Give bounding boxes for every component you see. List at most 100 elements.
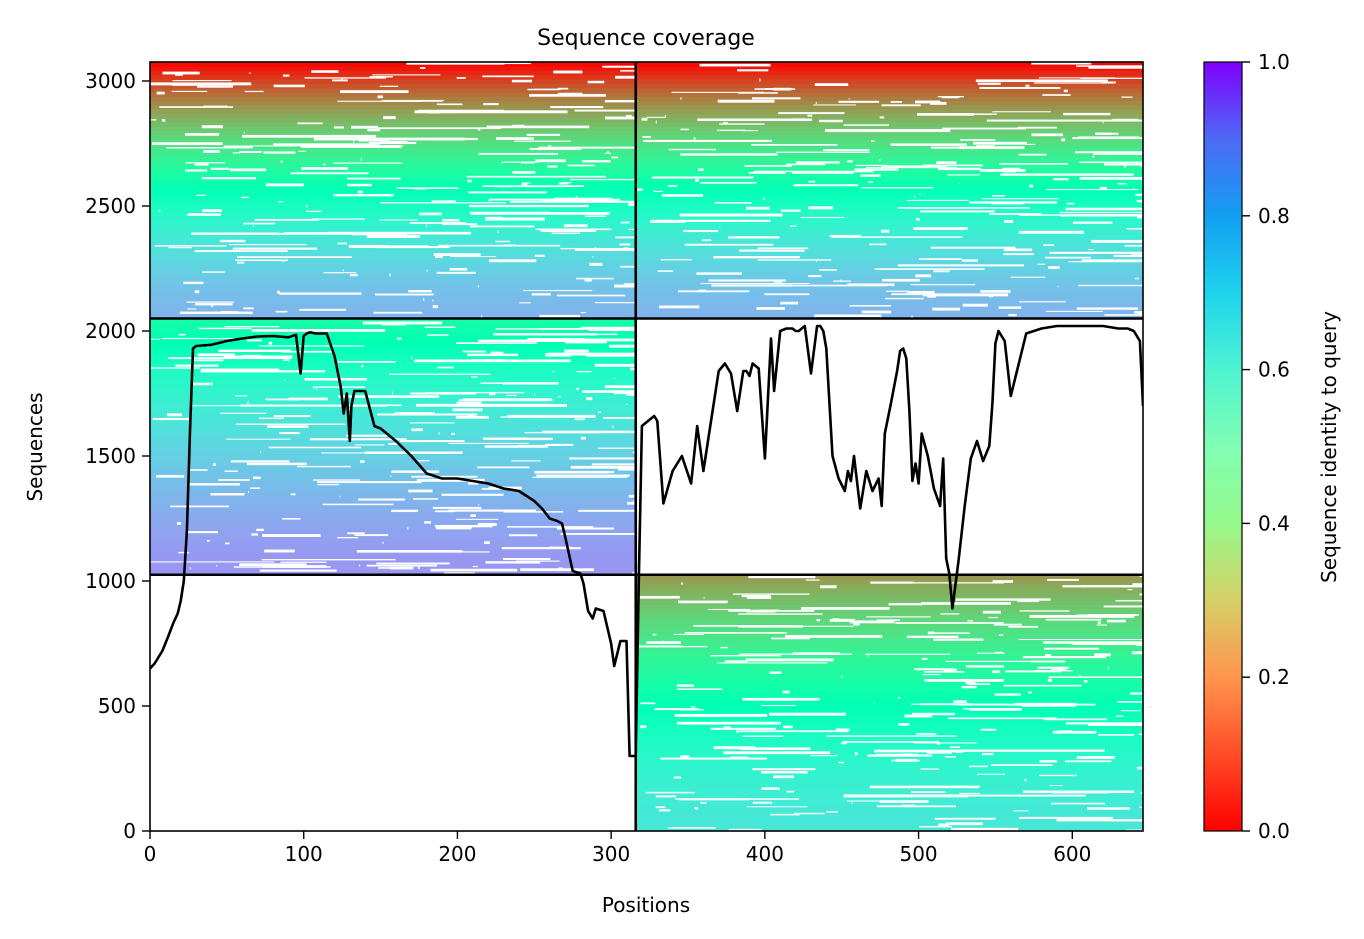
gap-streak [236, 423, 346, 425]
gap-streak [469, 204, 589, 208]
gap-streak [667, 826, 716, 829]
gap-streak [869, 243, 887, 246]
gap-streak [628, 494, 636, 498]
gap-streak [1093, 153, 1143, 155]
gap-streak [918, 258, 962, 260]
gap-streak [949, 746, 960, 749]
heatmap-band [150, 318, 636, 324]
gap-streak [534, 470, 609, 474]
gap-streak [480, 382, 508, 385]
gap-streak [597, 411, 602, 413]
heatmap-band [150, 62, 636, 67]
gap-streak [744, 165, 792, 167]
colorbar-tick-label: 0.2 [1258, 665, 1290, 689]
gap-streak [785, 634, 883, 638]
gap-streak [673, 776, 682, 779]
gap-streak [792, 637, 795, 639]
gap-streak [786, 790, 795, 793]
gap-streak [815, 101, 817, 104]
gap-streak [175, 364, 219, 367]
gap-streak [861, 310, 892, 314]
gap-streak [975, 79, 1108, 83]
gap-streak [700, 801, 707, 804]
gap-streak [408, 290, 432, 293]
heatmap-band [150, 198, 636, 204]
gap-streak [923, 164, 983, 167]
gap-streak [189, 405, 279, 407]
gap-streak [645, 791, 695, 794]
gap-streak [1045, 618, 1102, 621]
heatmap-band [635, 284, 1143, 290]
gap-streak [407, 527, 409, 530]
gap-streak [337, 100, 443, 102]
gap-streak [176, 522, 182, 525]
colorbar [1203, 61, 1243, 832]
gap-streak [924, 671, 965, 673]
gap-streak [503, 382, 559, 385]
gap-streak [456, 77, 466, 79]
gap-streak [874, 749, 966, 753]
heatmap-band [635, 117, 1143, 123]
gap-streak [323, 163, 326, 166]
gap-streak [216, 565, 218, 567]
gap-streak [874, 268, 985, 270]
heatmap-band [635, 608, 1143, 614]
gap-streak [881, 165, 947, 167]
gap-streak [426, 269, 428, 272]
gap-streak [247, 401, 249, 404]
heatmap-band [150, 421, 636, 426]
gap-streak [1121, 96, 1133, 98]
gap-streak [507, 404, 565, 407]
heatmap-band [635, 732, 1143, 738]
gap-streak [737, 92, 778, 94]
gap-streak [478, 152, 558, 155]
heatmap-band [635, 805, 1143, 811]
heatmap-band [150, 241, 636, 247]
gap-streak [886, 290, 909, 292]
gap-streak [960, 139, 996, 141]
heatmap-band [635, 220, 1143, 226]
gap-streak [1138, 806, 1143, 808]
gap-streak [773, 775, 795, 779]
heatmap-band [150, 327, 636, 332]
gap-streak [451, 111, 458, 113]
heatmap-band [150, 284, 636, 290]
heatmap-band [150, 438, 636, 443]
gap-streak [438, 244, 561, 247]
gap-streak [483, 103, 499, 106]
gap-streak [251, 533, 259, 536]
gap-streak [210, 492, 245, 496]
gap-streak [882, 278, 920, 282]
gap-streak [752, 768, 816, 771]
gap-streak [871, 140, 875, 142]
gap-streak [993, 623, 1022, 626]
gap-streak [223, 355, 293, 358]
gap-streak [626, 114, 632, 118]
gap-streak [410, 482, 413, 484]
gap-streak [642, 136, 652, 138]
heatmap-band [150, 66, 636, 72]
gap-streak [679, 709, 705, 711]
gap-streak [162, 71, 200, 75]
gap-streak [651, 176, 754, 179]
gap-streak [823, 149, 870, 152]
gap-streak [200, 368, 280, 372]
heatmap-band [635, 301, 1143, 307]
heatmap-band [150, 532, 636, 537]
heatmap-band [635, 626, 1143, 631]
gap-streak [961, 686, 977, 689]
heatmap-band [635, 660, 1143, 666]
y-tick-label: 1000 [85, 569, 136, 593]
gap-streak [589, 262, 603, 266]
gap-streak [151, 119, 157, 121]
heatmap-band [635, 130, 1143, 136]
gap-streak [723, 726, 731, 729]
gap-streak [764, 293, 810, 296]
gap-streak [361, 364, 364, 368]
gap-streak [527, 337, 585, 341]
gap-streak [446, 244, 448, 246]
gap-streak [737, 69, 769, 72]
gap-streak [895, 758, 917, 762]
heatmap-band [150, 365, 636, 371]
gap-streak [526, 182, 531, 184]
